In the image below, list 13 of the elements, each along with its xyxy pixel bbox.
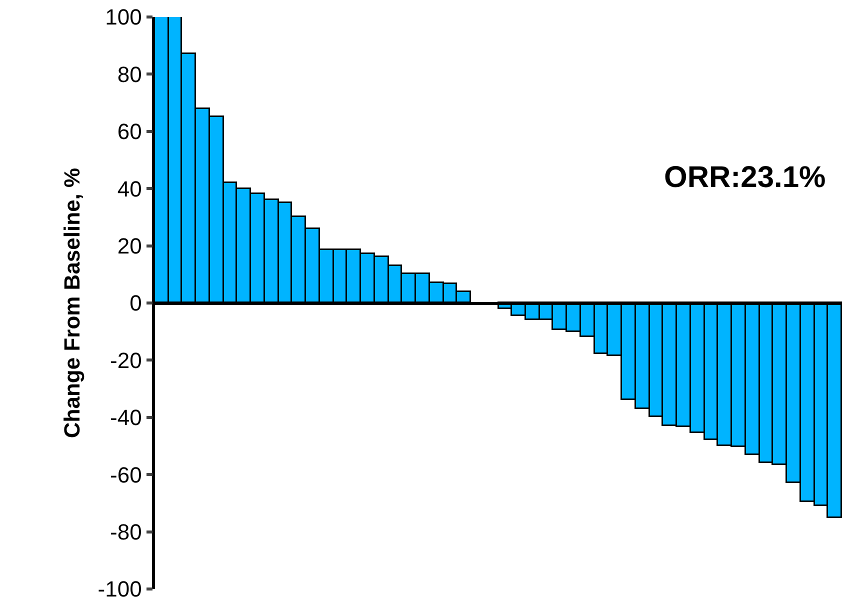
y-tick-label: -20 bbox=[110, 348, 142, 373]
y-tick-label: -40 bbox=[110, 405, 142, 430]
annotation: ORR:23.1% bbox=[664, 161, 826, 194]
y-tick-label: -100 bbox=[98, 576, 142, 602]
y-tick-label: 100 bbox=[105, 4, 142, 30]
y-tick-label: -80 bbox=[110, 520, 142, 544]
y-tick-label: 60 bbox=[117, 119, 142, 144]
y-tick-label: 80 bbox=[117, 62, 142, 87]
y-tick-label: 40 bbox=[117, 176, 142, 202]
y-tick-label: 20 bbox=[117, 234, 142, 258]
y-tick-label: -60 bbox=[110, 462, 142, 488]
y-axis-title: Change From Baseline, % bbox=[60, 168, 85, 438]
y-tick-label: 0 bbox=[130, 290, 142, 316]
